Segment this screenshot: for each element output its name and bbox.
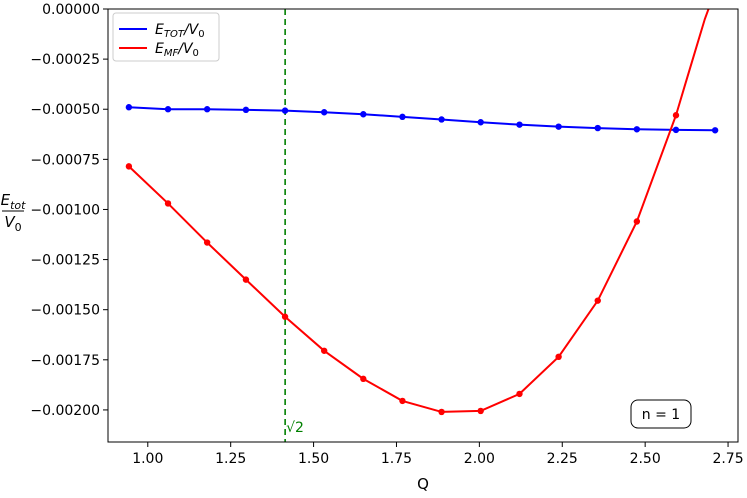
legend-label-etot: ETOT/V0: [155, 22, 205, 40]
data-point-etot-2: [203, 106, 211, 113]
y-label-denominator: V: [4, 213, 16, 231]
y-label-numerator: E: [1, 191, 11, 209]
x-tick-label-3: 1.75: [381, 451, 412, 467]
annotation-text: n = 1: [642, 407, 680, 423]
data-point-emf-9: [477, 407, 484, 415]
data-point-etot-11: [555, 123, 562, 130]
plot-area: [108, 9, 738, 442]
y-tick-label-8: −0.00200: [30, 403, 100, 419]
x-tick-label-4: 2.00: [464, 451, 495, 467]
data-point-emf-5: [320, 347, 328, 354]
data-point-etot-0: [125, 104, 133, 111]
y-tick-label-7: −0.00175: [30, 353, 100, 369]
data-point-emf-7: [399, 397, 406, 405]
data-point-emf-4: [281, 313, 289, 320]
x-tick-label-6: 2.50: [630, 451, 661, 467]
data-point-etot-14: [672, 126, 680, 134]
data-point-emf-1: [164, 200, 172, 207]
data-point-emf-0: [125, 163, 133, 170]
x-tick-label-7: 2.75: [712, 451, 743, 467]
plot-frame: [107, 8, 739, 443]
y-tick-label-0: 0.00000: [42, 2, 100, 18]
x-axis-label: Q: [417, 475, 429, 493]
series-line-etot: [128, 106, 716, 132]
data-point-emf-11: [555, 353, 562, 361]
y-tick-label-6: −0.00150: [30, 303, 100, 319]
y-tick-label-4: −0.00100: [30, 202, 100, 218]
data-point-emf-2: [203, 239, 211, 246]
y-tick-label-3: −0.00075: [30, 152, 100, 168]
svg-text:V0: V0: [4, 213, 21, 234]
data-point-emf-13: [633, 218, 641, 225]
annotation-box: n = 1: [630, 399, 692, 429]
annotation-frame: [630, 399, 692, 429]
y-label-denominator-sub: 0: [15, 221, 22, 234]
y-label-numerator-sub: tot: [10, 199, 26, 212]
data-point-emf-14: [672, 112, 680, 119]
data-point-etot-10: [516, 121, 523, 128]
y-axis-label: Etot V0: [1, 191, 27, 234]
data-point-etot-12: [594, 124, 601, 132]
data-point-emf-12: [594, 297, 601, 304]
svg-text:Etot: Etot: [1, 191, 27, 212]
y-tick-label-2: −0.00050: [30, 102, 100, 118]
y-tick-label-5: −0.00125: [30, 253, 100, 269]
data-point-etot-4: [281, 107, 289, 114]
legend: ETOT/V0 EMF/V0: [112, 12, 220, 62]
x-tick-label-5: 2.25: [547, 451, 578, 467]
data-point-etot-8: [438, 116, 445, 123]
x-tick-label-1: 1.25: [215, 451, 246, 467]
data-point-emf-6: [360, 375, 367, 383]
data-point-etot-13: [633, 126, 641, 133]
sqrt2-label: √2: [286, 420, 304, 436]
data-point-etot-3: [242, 106, 250, 114]
y-tick-label-1: −0.00025: [30, 52, 100, 68]
data-point-emf-8: [438, 408, 445, 416]
data-point-etot-1: [164, 106, 172, 113]
data-point-etot-6: [360, 111, 367, 118]
data-point-etot-5: [320, 109, 328, 116]
legend-label-emf: EMF/V0: [155, 41, 199, 59]
x-tick-label-0: 1.00: [132, 451, 163, 467]
data-point-emf-10: [516, 390, 523, 398]
data-point-etot-7: [399, 113, 406, 121]
data-point-emf-3: [242, 276, 250, 283]
data-point-etot-9: [477, 119, 484, 126]
data-point-etot-15: [711, 127, 719, 134]
x-tick-label-2: 1.50: [298, 451, 329, 467]
